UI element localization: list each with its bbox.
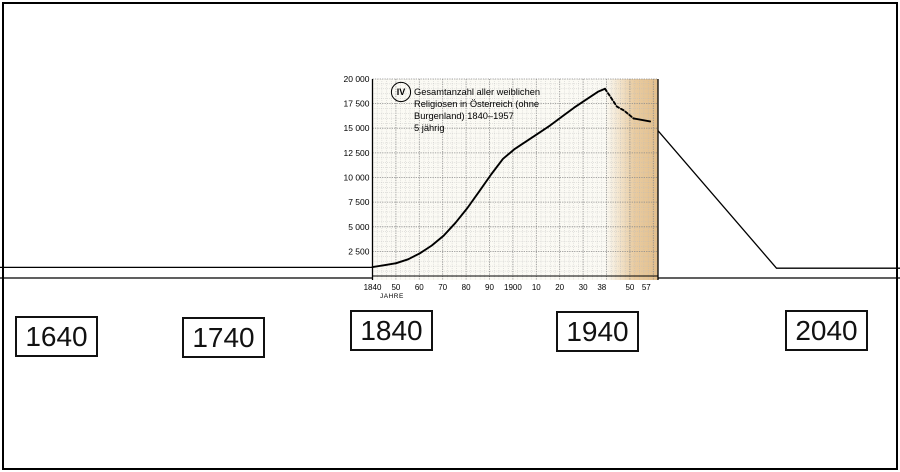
svg-text:57: 57 [642, 283, 651, 292]
svg-text:20: 20 [555, 283, 564, 292]
svg-text:60: 60 [415, 283, 424, 292]
svg-text:Gesamtanzahl aller weiblichen: Gesamtanzahl aller weiblichen [414, 87, 540, 97]
svg-text:15 000: 15 000 [344, 123, 370, 133]
svg-text:70: 70 [438, 283, 447, 292]
svg-text:10: 10 [532, 283, 541, 292]
svg-text:17 500: 17 500 [344, 99, 370, 109]
svg-text:50: 50 [625, 283, 634, 292]
svg-text:IV: IV [397, 87, 406, 97]
svg-text:JAHRE: JAHRE [380, 293, 404, 300]
svg-text:Religiosen in Österreich (ohne: Religiosen in Österreich (ohne [414, 99, 539, 109]
svg-text:50: 50 [391, 283, 400, 292]
svg-text:80: 80 [462, 283, 471, 292]
svg-text:30: 30 [579, 283, 588, 292]
svg-text:10 000: 10 000 [344, 173, 370, 183]
svg-text:7 500: 7 500 [348, 197, 370, 207]
svg-text:1840: 1840 [364, 283, 382, 292]
svg-text:38: 38 [597, 283, 606, 292]
svg-text:1900: 1900 [504, 283, 522, 292]
svg-text:20 000: 20 000 [344, 74, 370, 84]
svg-text:5 000: 5 000 [348, 222, 370, 232]
svg-text:12 500: 12 500 [344, 148, 370, 158]
svg-text:2 500: 2 500 [348, 246, 370, 256]
svg-text:5 jährig: 5 jährig [414, 123, 445, 133]
svg-text:Burgenland) 1840–1957: Burgenland) 1840–1957 [414, 111, 514, 121]
svg-text:90: 90 [485, 283, 494, 292]
